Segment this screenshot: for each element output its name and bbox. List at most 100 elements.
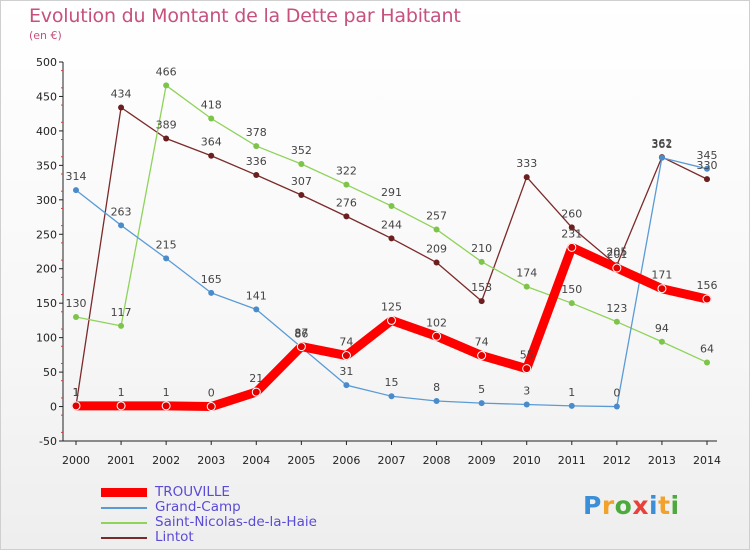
legend-item-lintot: Lintot	[101, 530, 317, 545]
data-point-trouville	[657, 284, 667, 294]
y-tick-label: 50	[43, 366, 57, 379]
data-label-lintot: 364	[201, 136, 222, 149]
data-point-lintot	[568, 224, 575, 231]
x-tick-label: 2003	[197, 454, 225, 467]
data-label-saint-nicolas-de-la-haie: 291	[381, 186, 402, 199]
data-point-lintot	[433, 259, 440, 266]
data-point-saint-nicolas-de-la-haie	[658, 338, 665, 345]
data-label-grand-camp: 215	[156, 238, 177, 251]
data-label-lintot: 389	[156, 118, 177, 131]
y-tick-label: 200	[36, 263, 57, 276]
data-point-grand-camp	[253, 306, 260, 313]
data-label-trouville: 1	[73, 386, 80, 399]
data-label-grand-camp: 8	[433, 381, 440, 394]
chart-subtitle: (en €)	[29, 29, 62, 42]
data-point-lintot	[343, 213, 350, 220]
data-label-lintot: 244	[381, 218, 402, 231]
data-label-saint-nicolas-de-la-haie: 64	[700, 342, 714, 355]
data-point-grand-camp	[163, 255, 170, 262]
data-label-trouville: 102	[426, 316, 447, 329]
y-tick-label: 500	[36, 56, 57, 69]
data-point-lintot	[388, 235, 395, 242]
x-tick-label: 2001	[107, 454, 135, 467]
data-label-lintot: 205	[606, 245, 627, 258]
logo-letter: o	[614, 491, 633, 520]
data-label-trouville: 171	[651, 269, 672, 282]
x-tick-label: 2007	[378, 454, 406, 467]
data-label-lintot: 307	[291, 175, 312, 188]
data-label-saint-nicolas-de-la-haie: 123	[606, 302, 627, 315]
data-label-grand-camp: 361	[651, 138, 672, 151]
data-point-grand-camp	[704, 165, 710, 172]
data-point-trouville	[612, 263, 622, 273]
legend-item-trouville: TROUVILLE	[101, 485, 317, 500]
data-label-grand-camp: 314	[66, 170, 87, 183]
y-tick-label: 450	[36, 90, 57, 103]
data-label-grand-camp: 31	[339, 365, 353, 378]
y-tick-label: 400	[36, 125, 57, 138]
data-point-lintot	[253, 172, 260, 179]
legend-label-trouville: TROUVILLE	[155, 484, 230, 500]
y-tick-label: 0	[50, 401, 57, 414]
data-label-lintot: 276	[336, 196, 357, 209]
x-tick-label: 2009	[468, 454, 496, 467]
x-tick-label: 2011	[558, 454, 586, 467]
data-label-saint-nicolas-de-la-haie: 94	[655, 322, 669, 335]
data-point-saint-nicolas-de-la-haie	[298, 160, 305, 167]
data-point-saint-nicolas-de-la-haie	[253, 143, 260, 150]
data-label-lintot: 153	[471, 281, 492, 294]
data-label-trouville: 1	[118, 386, 125, 399]
data-point-saint-nicolas-de-la-haie	[208, 115, 215, 122]
data-point-saint-nicolas-de-la-haie	[118, 322, 125, 329]
data-label-saint-nicolas-de-la-haie: 130	[66, 297, 87, 310]
data-label-saint-nicolas-de-la-haie: 466	[156, 65, 177, 78]
data-label-trouville: 156	[697, 279, 718, 292]
legend-label-saint-nicolas: Saint-Nicolas-de-la-Haie	[155, 514, 317, 530]
data-point-grand-camp	[478, 400, 485, 407]
y-tick-label: 300	[36, 194, 57, 207]
data-point-lintot	[523, 174, 530, 181]
x-tick-label: 2000	[62, 454, 90, 467]
logo-letter: i	[649, 491, 659, 520]
x-tick-label: 2005	[287, 454, 315, 467]
logo-letter: r	[601, 491, 615, 520]
data-point-lintot	[478, 298, 485, 305]
legend-item-saint-nicolas: Saint-Nicolas-de-la-Haie	[101, 515, 317, 530]
data-point-trouville	[387, 315, 396, 325]
data-point-grand-camp	[343, 382, 350, 389]
y-tick-label: -50	[39, 435, 57, 448]
data-point-grand-camp	[658, 154, 665, 161]
data-label-lintot: 260	[561, 207, 582, 220]
data-point-saint-nicolas-de-la-haie	[433, 226, 440, 233]
data-label-saint-nicolas-de-la-haie: 210	[471, 242, 492, 255]
data-point-saint-nicolas-de-la-haie	[704, 359, 710, 366]
data-point-trouville	[161, 401, 171, 411]
legend-swatch-grand-camp	[101, 506, 147, 509]
data-point-grand-camp	[568, 402, 575, 409]
data-label-trouville: 125	[381, 300, 402, 313]
data-label-trouville: 0	[208, 387, 215, 400]
data-label-saint-nicolas-de-la-haie: 322	[336, 165, 357, 178]
data-point-trouville	[296, 342, 306, 352]
data-point-trouville	[567, 242, 577, 252]
data-label-grand-camp: 1	[568, 386, 575, 399]
data-point-lintot	[163, 135, 170, 142]
data-point-lintot	[298, 191, 305, 198]
legend-swatch-saint-nicolas	[101, 521, 147, 524]
data-label-trouville: 74	[339, 336, 353, 349]
data-point-trouville	[432, 331, 442, 341]
data-point-saint-nicolas-de-la-haie	[478, 258, 485, 265]
data-point-grand-camp	[388, 393, 395, 400]
data-label-grand-camp: 165	[201, 273, 222, 286]
data-point-grand-camp	[118, 222, 125, 229]
data-label-lintot: 330	[697, 159, 718, 172]
data-label-trouville: 21	[249, 372, 263, 385]
x-tick-label: 2006	[332, 454, 360, 467]
data-point-grand-camp	[613, 403, 620, 410]
data-label-lintot: 434	[111, 87, 132, 100]
data-label-grand-camp: 345	[697, 149, 718, 162]
data-label-trouville: 74	[475, 336, 489, 349]
data-label-grand-camp: 86	[294, 327, 308, 340]
legend-swatch-trouville	[101, 488, 147, 497]
